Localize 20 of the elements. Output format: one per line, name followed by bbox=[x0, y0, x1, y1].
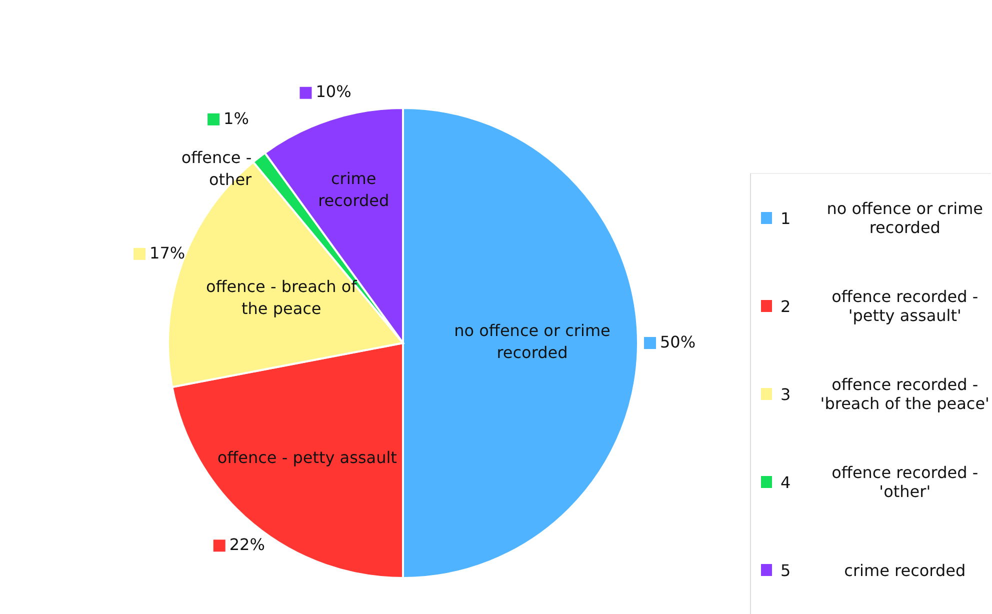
text: 5 bbox=[780, 560, 792, 580]
text: 4 bbox=[780, 472, 792, 492]
slice-label: offence - other bbox=[181, 148, 252, 190]
text: 2 bbox=[780, 296, 792, 316]
text: crime recorded bbox=[843, 560, 967, 580]
text: no offence or crime recorded bbox=[826, 199, 984, 237]
text: 3 bbox=[780, 384, 792, 404]
data-label: 10% bbox=[316, 82, 352, 102]
legend-label: no offence or crime recorded bbox=[454, 321, 610, 362]
slice-label: crime recorded bbox=[318, 169, 390, 210]
slice-label: offence - breach of the peace bbox=[206, 278, 358, 319]
text: offence recorded - 'other' bbox=[830, 463, 980, 501]
slice-label: offence - petty assault bbox=[217, 448, 397, 468]
data-label: 17% bbox=[150, 243, 186, 262]
text: 1 bbox=[780, 208, 792, 228]
data-label: 22% bbox=[229, 535, 265, 554]
data-label: 50% bbox=[660, 332, 696, 352]
text: offence recorded - 'petty assault' bbox=[830, 287, 980, 325]
text: offence recorded - 'breach of the peace' bbox=[819, 375, 990, 413]
data-label: 1% bbox=[224, 108, 249, 128]
